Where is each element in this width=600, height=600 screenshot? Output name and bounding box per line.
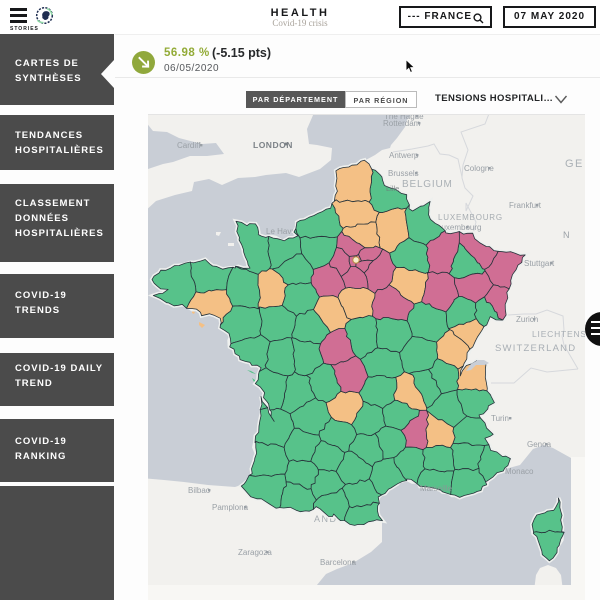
svg-text:Brussels: Brussels [388,169,419,178]
svg-text:The Hague: The Hague [384,115,424,121]
svg-text:Turin: Turin [491,414,509,423]
svg-text:Pamplona: Pamplona [212,503,249,512]
svg-text:Stuttgart: Stuttgart [524,259,555,268]
svg-text:Le Havre: Le Havre [266,227,299,236]
svg-text:LONDON: LONDON [253,140,293,150]
svg-text:GE: GE [565,158,584,170]
svg-text:SWITZERLAND: SWITZERLAND [495,343,576,354]
svg-text:Monaco: Monaco [505,467,534,476]
svg-text:Cologne: Cologne [464,164,494,173]
svg-text:BELGIUM: BELGIUM [402,179,453,190]
svg-text:Luxembourg: Luxembourg [437,223,481,232]
svg-text:Genoa: Genoa [527,440,552,449]
svg-text:Barcelona: Barcelona [320,558,357,567]
svg-text:Zurich: Zurich [516,315,538,324]
svg-text:Marseille: Marseille [420,484,453,493]
svg-text:LUXEMBOURG: LUXEMBOURG [438,213,503,222]
svg-text:Antwerp: Antwerp [389,151,419,160]
svg-text:Frankfurt: Frankfurt [509,201,542,210]
svg-text:Rotterdam: Rotterdam [383,119,421,128]
svg-text:Lille: Lille [386,184,399,193]
svg-text:Cardiff: Cardiff [177,141,201,150]
svg-text:LIECHTENS: LIECHTENS [532,329,585,339]
svg-text:Bilbao: Bilbao [188,486,211,495]
svg-text:Zaragoza: Zaragoza [238,548,272,557]
svg-text:N: N [563,230,570,240]
